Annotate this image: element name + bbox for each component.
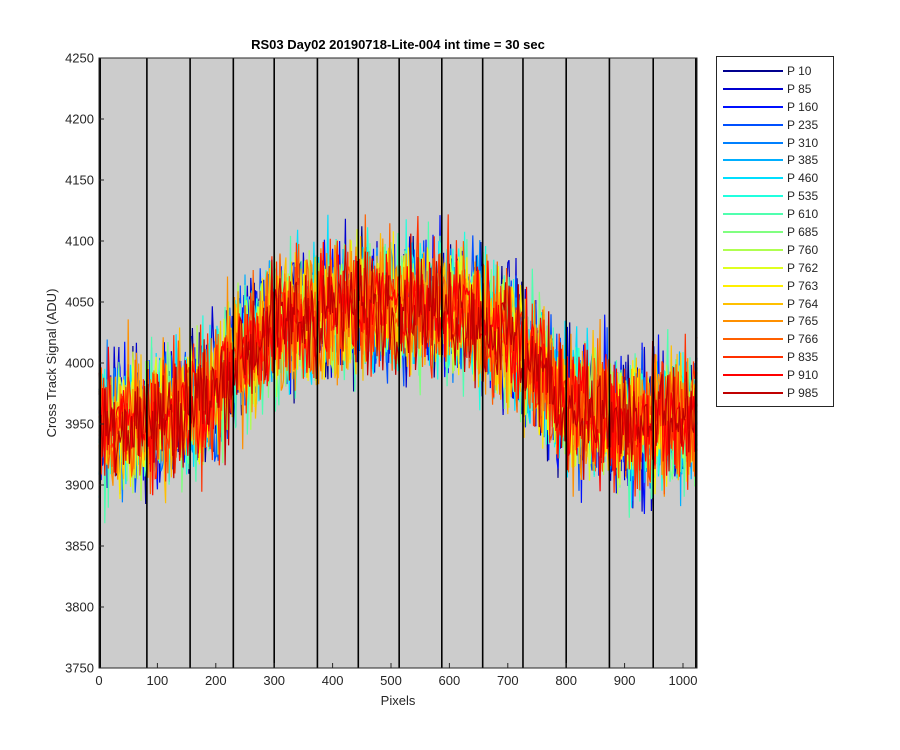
legend-entry: P 910	[717, 366, 833, 384]
legend-swatch	[723, 195, 783, 198]
series-line-p-766	[98, 214, 698, 495]
legend-entry: P 310	[717, 134, 833, 152]
legend-swatch	[723, 87, 783, 90]
vertical-lines-layer	[99, 58, 697, 668]
y-axis: 3750 3800 3850 3900 3950 4000 4050 4100 4150 4200…	[65, 51, 104, 676]
legend-label: P 685	[787, 224, 819, 239]
legend-entry: P 763	[717, 277, 833, 295]
legend-entry: P 610	[717, 205, 833, 223]
legend-swatch	[723, 177, 783, 180]
legend-label: P 766	[787, 332, 819, 347]
x-axis: 0 100 200 300 400 500 600 700 800 900 1000	[95, 663, 697, 688]
x-tick-label: 1000	[669, 673, 698, 688]
y-tick-label: 3800	[65, 600, 94, 615]
legend-label: P 910	[787, 368, 819, 383]
y-tick-label: 4250	[65, 51, 94, 66]
x-tick-label: 400	[322, 673, 344, 688]
x-tick-label: 800	[555, 673, 577, 688]
legend-swatch	[723, 302, 783, 305]
y-tick-label: 4000	[65, 356, 94, 371]
legend-swatch	[723, 159, 783, 162]
legend-label: P 835	[787, 350, 819, 365]
x-tick-label: 500	[380, 673, 402, 688]
legend-swatch	[723, 105, 783, 108]
x-tick-label: 200	[205, 673, 227, 688]
legend-entry: P 85	[717, 80, 833, 98]
legend-swatch	[723, 230, 783, 233]
legend-swatch	[723, 266, 783, 269]
legend-swatch	[723, 141, 783, 144]
legend-label: P 10	[787, 63, 812, 78]
legend-entry: P 10	[717, 62, 833, 80]
legend-label: P 765	[787, 314, 819, 329]
legend-label: P 760	[787, 242, 819, 257]
legend-label: P 385	[787, 153, 819, 168]
legend-entry: P 535	[717, 187, 833, 205]
legend-label: P 985	[787, 385, 819, 400]
legend-label: P 460	[787, 171, 819, 186]
y-tick-label: 4100	[65, 234, 94, 249]
legend-swatch	[723, 338, 783, 341]
x-tick-label: 300	[263, 673, 285, 688]
legend-swatch	[723, 284, 783, 287]
legend-entry: P 385	[717, 151, 833, 169]
legend-label: P 610	[787, 207, 819, 222]
series-layer	[98, 214, 698, 524]
legend-entry: P 760	[717, 241, 833, 259]
y-tick-label: 3950	[65, 417, 94, 432]
y-tick-label: 4050	[65, 295, 94, 310]
legend-swatch	[723, 213, 783, 216]
x-tick-label: 100	[147, 673, 169, 688]
legend-label: P 85	[787, 81, 812, 96]
legend-entry: P 460	[717, 169, 833, 187]
chart-legend: P 10 P 85 P 160 P 235 P 310 P 385 P 460 P 535 P …	[716, 56, 834, 407]
legend-swatch	[723, 123, 783, 126]
legend-entry: P 985	[717, 384, 833, 402]
x-tick-label: 0	[95, 673, 102, 688]
legend-swatch	[723, 356, 783, 359]
legend-label: P 310	[787, 135, 819, 150]
legend-swatch	[723, 69, 783, 72]
chart-title: RS03 Day02 20190718-Lite-004 int time = …	[251, 37, 545, 52]
legend-label: P 764	[787, 296, 819, 311]
series-line-p-910	[98, 241, 698, 496]
legend-label: P 235	[787, 117, 819, 132]
legend-entry: P 235	[717, 116, 833, 134]
legend-entry: P 764	[717, 295, 833, 313]
x-tick-label: 600	[439, 673, 461, 688]
legend-entry: P 835	[717, 348, 833, 366]
y-tick-label: 4150	[65, 173, 94, 188]
legend-swatch	[723, 248, 783, 251]
legend-entry: P 685	[717, 223, 833, 241]
legend-entry: P 160	[717, 98, 833, 116]
x-tick-label: 700	[497, 673, 519, 688]
legend-label: P 160	[787, 99, 819, 114]
x-axis-label: Pixels	[381, 693, 416, 708]
legend-entry: P 766	[717, 330, 833, 348]
legend-swatch	[723, 391, 783, 394]
legend-swatch	[723, 374, 783, 377]
x-tick-label: 900	[614, 673, 636, 688]
legend-label: P 535	[787, 189, 819, 204]
legend-swatch	[723, 320, 783, 323]
y-tick-label: 3850	[65, 539, 94, 554]
legend-entry: P 765	[717, 312, 833, 330]
legend-label: P 762	[787, 260, 819, 275]
series-line-p-985	[98, 233, 698, 480]
y-axis-label: Cross Track Signal (ADU)	[44, 289, 59, 438]
legend-label: P 763	[787, 278, 819, 293]
legend-entry: P 762	[717, 259, 833, 277]
y-tick-label: 3900	[65, 478, 94, 493]
y-tick-label: 3750	[65, 661, 94, 676]
y-tick-label: 4200	[65, 112, 94, 127]
